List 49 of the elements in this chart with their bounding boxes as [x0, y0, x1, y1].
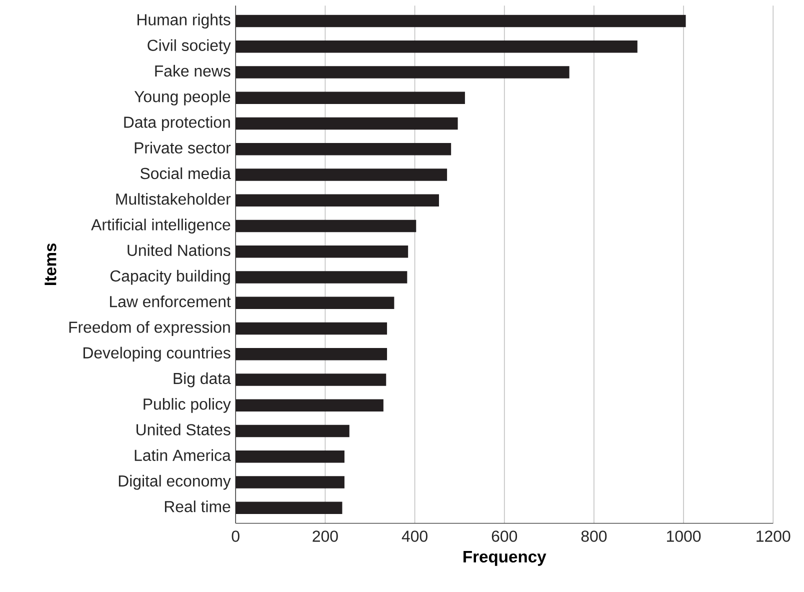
bar: [236, 450, 344, 463]
y-tick-label: Public policy: [144, 398, 231, 413]
bar: [236, 142, 452, 156]
x-tick-label: 1000: [667, 530, 701, 542]
y-tick-label: Artificial intelligence: [91, 218, 230, 234]
x-tick-label: 200: [312, 530, 338, 542]
bar: [236, 476, 344, 488]
y-tick-label: United States: [136, 424, 230, 436]
y-tick-label: Multistakeholder: [116, 192, 231, 205]
bar: [236, 322, 388, 334]
bar: [236, 66, 570, 78]
y-tick-label: Data protection: [124, 116, 230, 131]
x-tick-label: 400: [402, 530, 428, 542]
y-tick-label: Freedom of expression: [69, 321, 230, 336]
bar: [236, 296, 394, 309]
y-tick-label: Human rights: [138, 14, 230, 28]
y-tick-label: Young people: [134, 90, 230, 106]
bar: [236, 168, 448, 181]
y-tick-label: Digital economy: [118, 474, 231, 490]
x-tick-label: 600: [492, 530, 518, 542]
bar: [236, 374, 386, 386]
bar: [236, 40, 638, 53]
bar: [236, 220, 416, 232]
y-tick-label: Real time: [164, 500, 230, 512]
y-tick-label: Fake news: [155, 64, 230, 76]
y-tick-label: Capacity building: [110, 270, 230, 285]
x-axis-title: Frequency: [464, 550, 546, 566]
x-tick-label: 1200: [756, 530, 790, 542]
x-tick-label: 0: [232, 530, 240, 542]
y-tick-label: Big data: [174, 372, 231, 388]
y-tick-label: Civil society: [148, 39, 231, 54]
bar: [236, 424, 350, 437]
bar: [236, 92, 465, 104]
y-axis-title: Items: [44, 243, 56, 285]
bar: [236, 271, 408, 284]
bar: [236, 117, 458, 130]
y-tick-label: United Nations: [128, 244, 230, 256]
bar: [236, 194, 439, 206]
bar: [236, 245, 408, 258]
x-tick-label: 800: [581, 530, 607, 542]
y-tick-label: Law enforcement: [110, 295, 231, 308]
y-tick-label: Private sector: [134, 142, 231, 154]
y-tick-label: Latin America: [134, 449, 231, 461]
bar: [236, 502, 342, 514]
y-tick-label: Developing countries: [84, 346, 230, 362]
bar: [236, 14, 686, 27]
bar: [236, 348, 388, 360]
bar: [236, 399, 384, 412]
y-tick-label: Social media: [140, 167, 231, 179]
